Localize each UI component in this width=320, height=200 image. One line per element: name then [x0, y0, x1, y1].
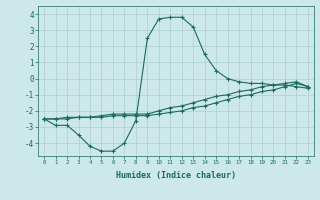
X-axis label: Humidex (Indice chaleur): Humidex (Indice chaleur) [116, 171, 236, 180]
